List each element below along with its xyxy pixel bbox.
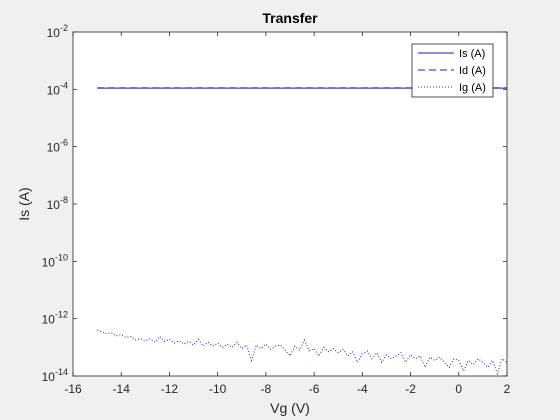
x-tick-label: -4 (357, 382, 368, 396)
x-tick-label: -14 (113, 382, 131, 396)
x-tick-label: -12 (161, 382, 179, 396)
y-tick-label: 10-14 (42, 367, 68, 384)
x-tick-label: -2 (405, 382, 416, 396)
chart-title: Transfer (262, 10, 318, 26)
legend-label-id: Id (A) (459, 65, 486, 77)
legend-label-ig: Ig (A) (459, 82, 486, 94)
x-tick-label: -6 (309, 382, 320, 396)
x-axis: -16 -14 -12 -10 -8 -6 -4 -2 0 2 (64, 32, 511, 396)
y-tick-label: 10-6 (47, 138, 68, 155)
x-tick-label: 2 (504, 382, 511, 396)
y-axis-label: Is (A) (16, 187, 32, 220)
y-tick-label: 10-12 (42, 310, 68, 327)
y-axis: 10-14 10-12 10-10 10-8 10-6 10-4 10-2 (42, 23, 507, 384)
series-line-ig (96, 329, 508, 376)
y-tick-label: 10-8 (47, 195, 68, 212)
y-tick-label: 10-2 (47, 23, 68, 40)
legend: Is (A) Id (A) Ig (A) (411, 43, 494, 98)
x-axis-label: Vg (V) (270, 400, 310, 416)
x-tick-label: 0 (455, 382, 462, 396)
y-tick-label: 10-4 (47, 80, 68, 97)
x-tick-label: -8 (261, 382, 272, 396)
y-tick-label: 10-10 (42, 252, 68, 269)
legend-label-is: Is (A) (459, 48, 485, 60)
x-tick-label: -10 (209, 382, 227, 396)
x-tick-label: -16 (64, 382, 82, 396)
